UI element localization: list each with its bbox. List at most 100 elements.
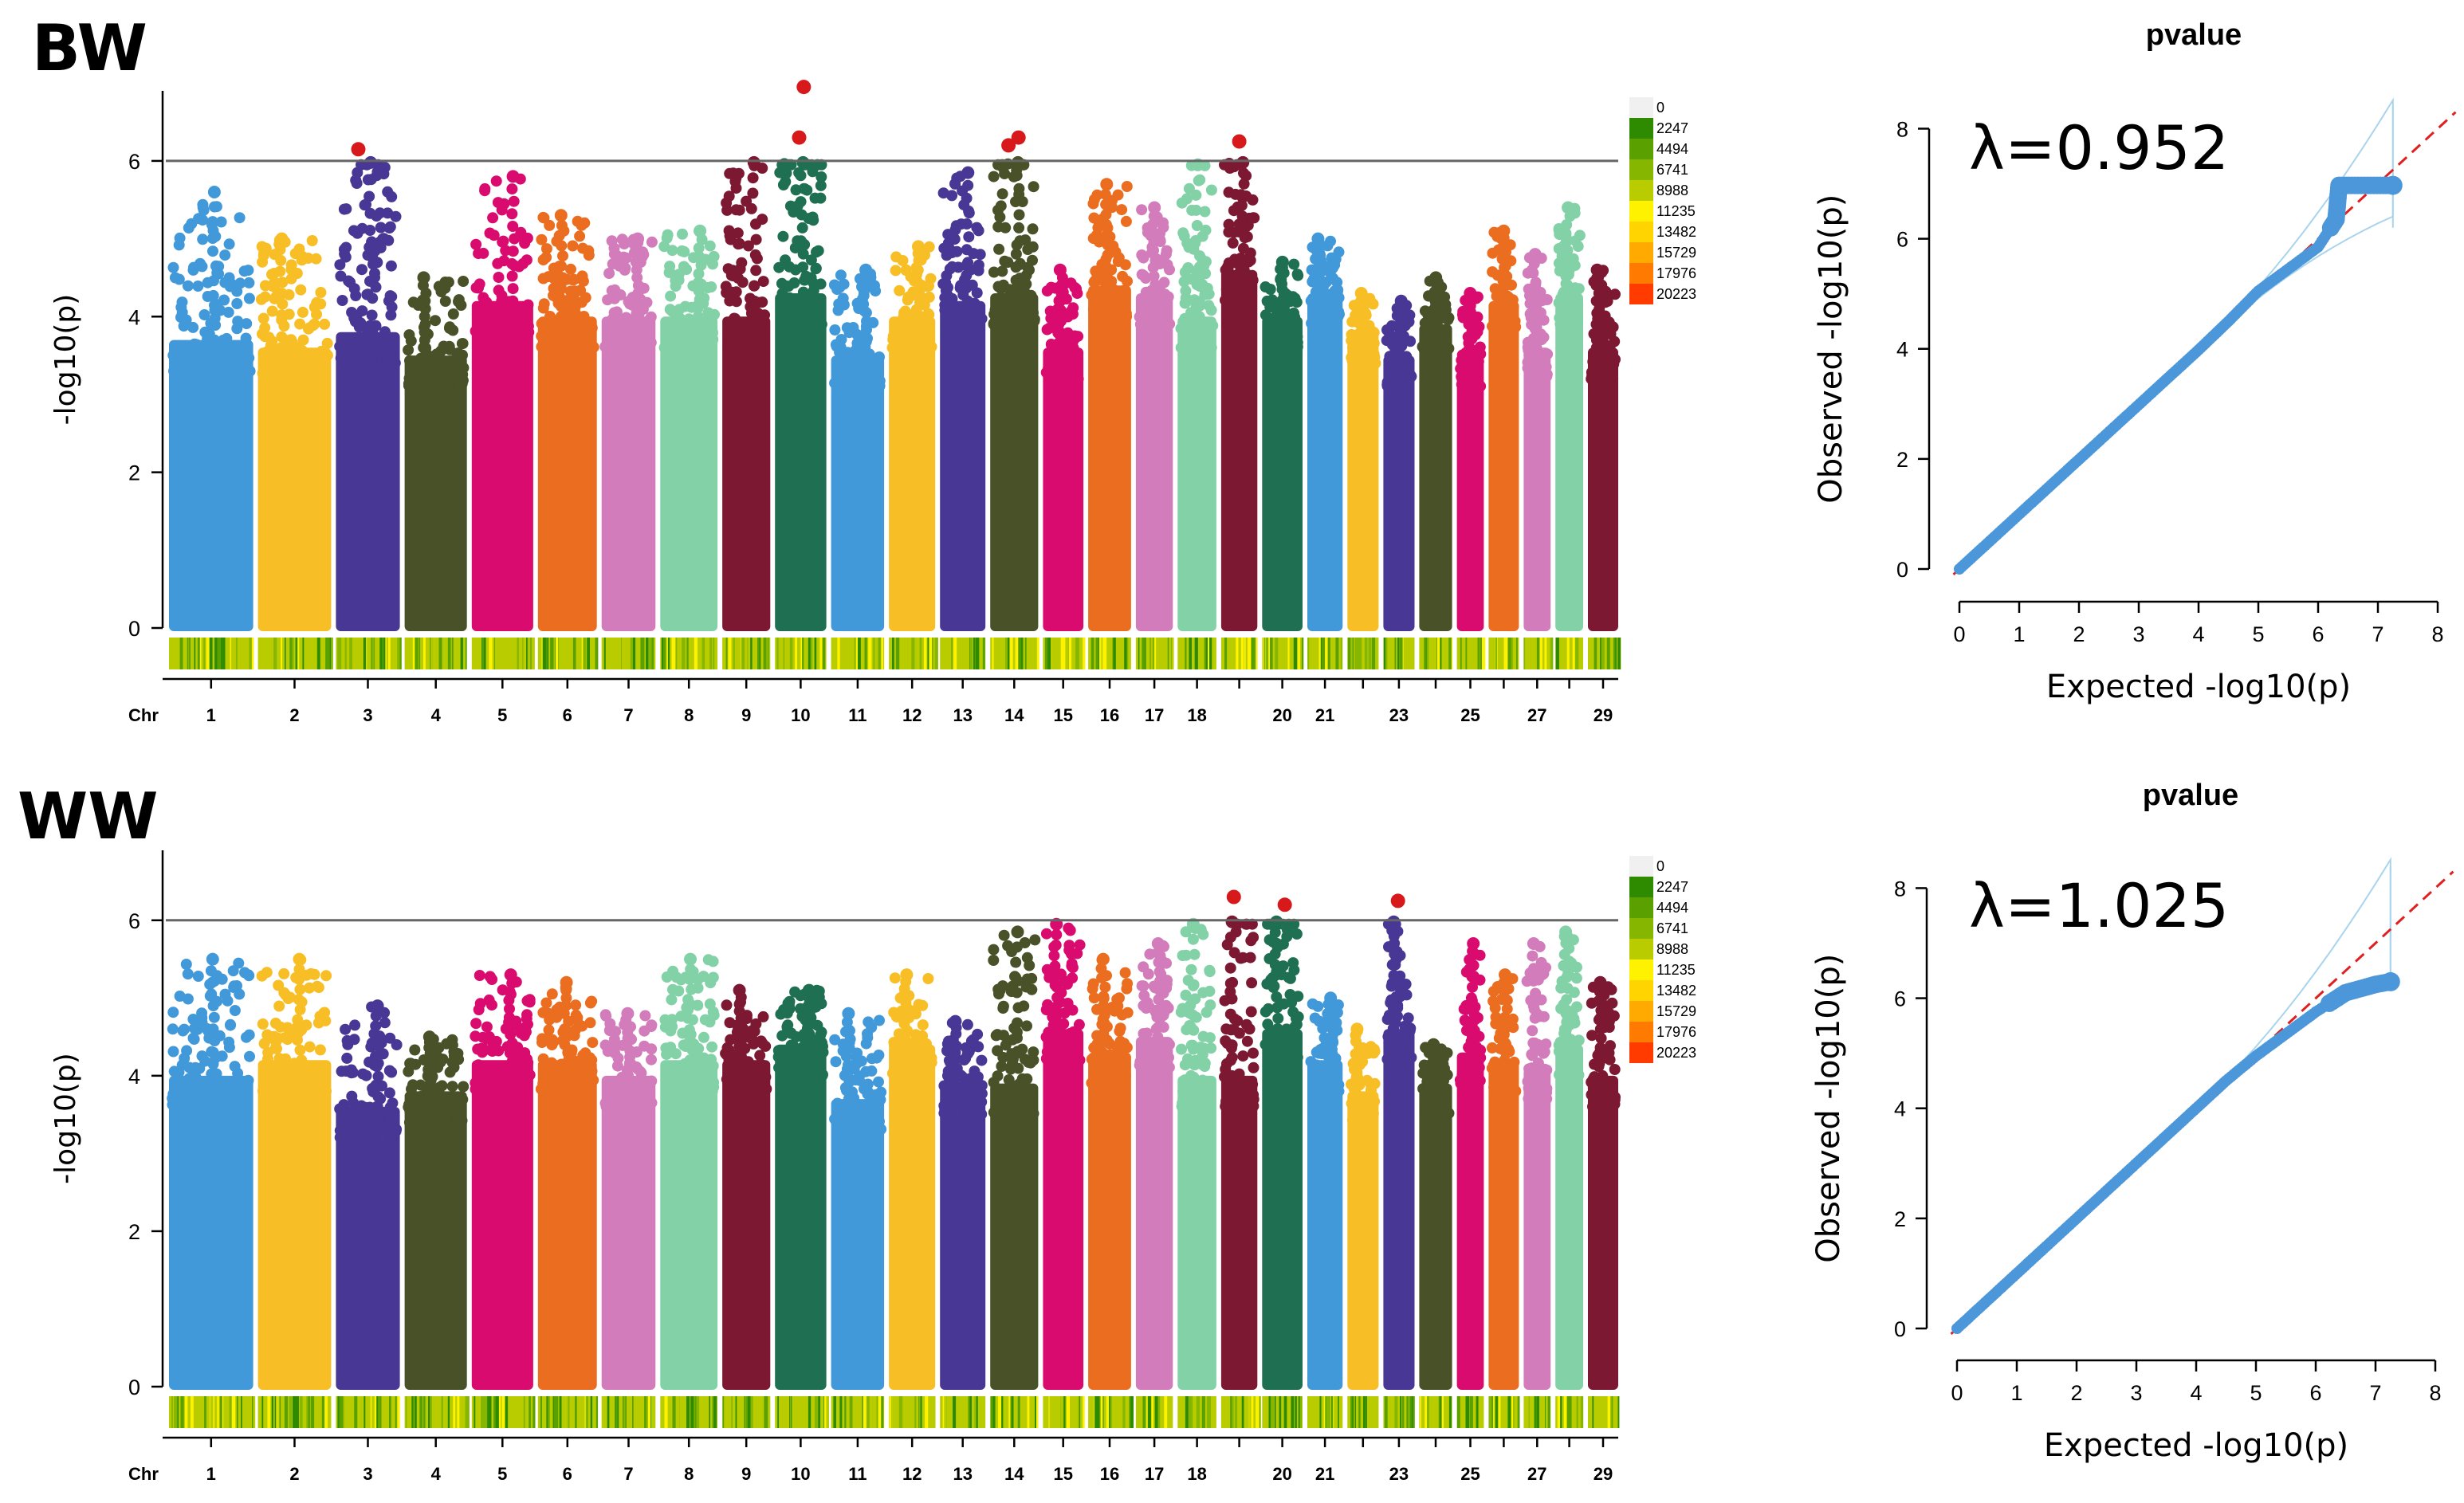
snp-point: [922, 1066, 933, 1078]
snp-point: [646, 236, 658, 248]
snp-point: [721, 1047, 733, 1059]
density-line: [340, 638, 342, 669]
snp-point: [608, 248, 620, 260]
legend-swatch: [1629, 118, 1653, 139]
snp-point: [833, 298, 845, 310]
snp-point: [996, 265, 1008, 277]
snp-point: [209, 334, 220, 346]
density-line: [1063, 638, 1066, 669]
snp-point: [619, 264, 631, 276]
snp-point: [1587, 355, 1599, 367]
chr-body-1: [169, 1075, 253, 1390]
snp-point: [439, 296, 451, 307]
density-line: [868, 638, 872, 669]
snp-point: [375, 222, 387, 233]
snp-point: [912, 248, 924, 260]
snp-point: [219, 249, 231, 261]
snp-point: [268, 1030, 280, 1042]
snp-point: [1193, 324, 1204, 336]
snp-point: [1023, 1097, 1035, 1109]
snp-point: [721, 999, 733, 1011]
snp-point: [198, 359, 210, 371]
snp-point: [1099, 259, 1111, 271]
chr-label-2: 2: [289, 705, 299, 725]
density-line: [1298, 638, 1300, 669]
density-line: [523, 638, 526, 669]
snp-point: [1055, 370, 1067, 381]
snp-point: [1194, 281, 1206, 292]
peak-point-chr14: [1012, 155, 1024, 169]
snp-point: [244, 1050, 255, 1062]
density-line: [448, 638, 450, 669]
density-line: [808, 638, 811, 669]
density-line: [919, 638, 922, 669]
snp-point: [741, 339, 752, 351]
snp-point: [1161, 245, 1173, 257]
snp-point: [665, 290, 677, 302]
density-line: [481, 638, 483, 669]
snp-point: [373, 1040, 385, 1052]
snp-point: [243, 970, 255, 982]
snp-point: [862, 273, 874, 285]
snp-point: [1529, 304, 1541, 316]
density-line: [1204, 638, 1206, 669]
snp-point: [848, 380, 860, 392]
density-line: [1005, 638, 1007, 669]
snp-point: [1199, 206, 1211, 218]
density-line: [924, 638, 927, 669]
snp-point: [1200, 224, 1212, 236]
snp-point: [350, 175, 362, 186]
snp-point: [798, 288, 810, 299]
density-line: [881, 638, 884, 669]
density-line: [419, 638, 421, 669]
snp-point: [557, 250, 568, 262]
chr-body-7: [601, 316, 656, 631]
snp-point: [1043, 370, 1055, 382]
snp-point: [965, 1101, 977, 1113]
snp-point: [386, 190, 398, 202]
snp-point: [1236, 253, 1248, 265]
peak-point-chr13: [961, 166, 975, 179]
density-line: [412, 638, 415, 669]
snp-point: [667, 983, 678, 995]
snp-point: [961, 269, 973, 281]
snp-point: [1522, 362, 1534, 374]
snp-point: [1283, 339, 1295, 351]
snp-point: [616, 233, 628, 245]
snp-point: [444, 343, 456, 355]
snp-point: [167, 349, 179, 361]
snp-point: [749, 280, 760, 292]
snp-point: [745, 202, 757, 214]
snp-point: [367, 1124, 379, 1136]
snp-point: [702, 328, 714, 339]
snp-point: [1010, 196, 1021, 208]
snp-point: [275, 254, 287, 266]
snp-point: [830, 339, 842, 351]
snp-point: [693, 285, 705, 296]
snp-point: [900, 264, 912, 276]
snp-point: [859, 1083, 870, 1095]
snp-point: [735, 991, 747, 1003]
density-line: [1024, 638, 1027, 669]
legend-value: 8988: [1656, 182, 1688, 198]
qq-y-tick-label: 0: [1896, 558, 1908, 582]
snp-point: [543, 1024, 555, 1036]
snp-point: [553, 230, 565, 241]
snp-point: [242, 265, 254, 277]
snp-point: [173, 273, 185, 285]
chr-body-11: [831, 1099, 885, 1390]
snp-point: [260, 242, 272, 254]
snp-point: [1116, 204, 1128, 216]
snp-point: [955, 1088, 967, 1100]
snp-point: [1179, 297, 1191, 309]
chr-label-25: 25: [1460, 705, 1480, 725]
snp-point: [798, 319, 810, 330]
snp-point: [370, 1010, 382, 1022]
snp-point: [1000, 1092, 1012, 1104]
snp-point: [707, 956, 719, 967]
lambda-bw: λ=0.952: [1969, 112, 2229, 183]
density-line: [595, 638, 599, 669]
density-line: [1224, 638, 1228, 669]
snp-point: [364, 207, 376, 219]
